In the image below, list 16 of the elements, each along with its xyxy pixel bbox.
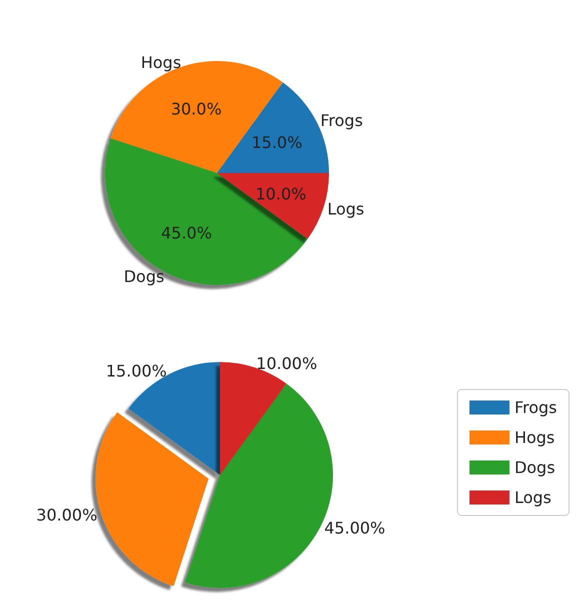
data-label: 30.00%	[36, 505, 98, 524]
slice-label: Dogs	[124, 266, 164, 286]
legend-label: Dogs	[514, 458, 556, 477]
legend-label: Logs	[514, 488, 552, 507]
data-label: 10.0%	[255, 184, 306, 204]
data-label: 45.0%	[161, 223, 212, 242]
slice-label: Frogs	[320, 110, 363, 130]
slice-label: Hogs	[140, 53, 182, 72]
data-label: 30.0%	[170, 100, 222, 119]
slice-label: Logs	[327, 199, 364, 218]
data-label: 10.00%	[256, 354, 318, 374]
legend-label: Hogs	[514, 428, 555, 447]
legend-label: Frogs	[514, 398, 557, 417]
data-label: 15.0%	[251, 132, 302, 152]
data-label: 45.00%	[324, 518, 386, 538]
data-label: 15.00%	[106, 361, 167, 380]
